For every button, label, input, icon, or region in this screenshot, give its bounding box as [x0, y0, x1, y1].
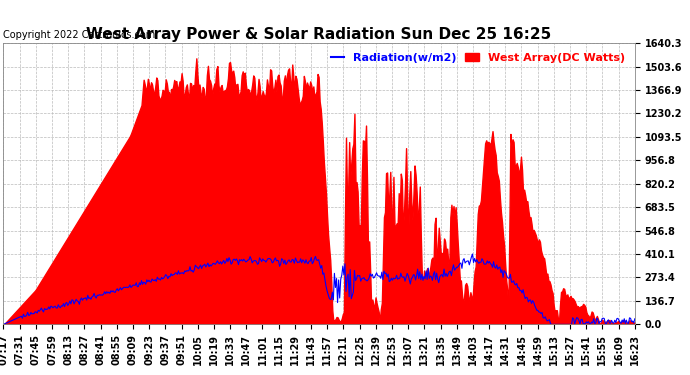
Legend: Radiation(w/m2), West Array(DC Watts): Radiation(w/m2), West Array(DC Watts) [326, 49, 629, 68]
Text: Copyright 2022 Cartronics.com: Copyright 2022 Cartronics.com [3, 30, 156, 40]
Title: West Array Power & Solar Radiation Sun Dec 25 16:25: West Array Power & Solar Radiation Sun D… [86, 27, 552, 42]
